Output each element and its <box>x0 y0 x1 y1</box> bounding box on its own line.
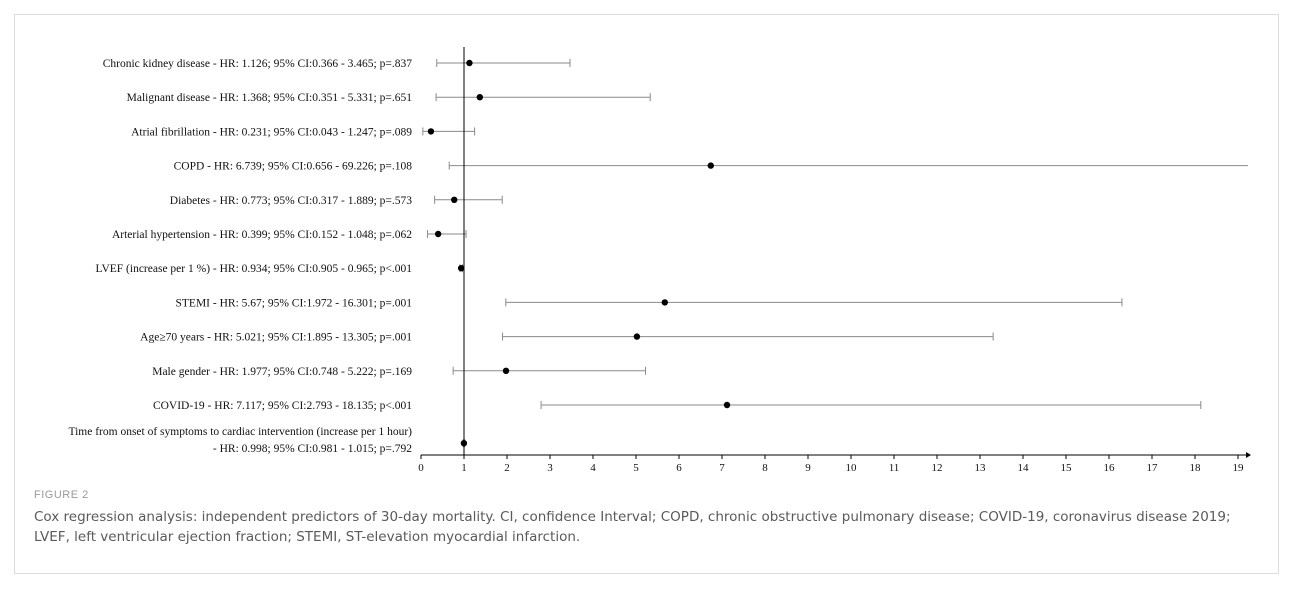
hr-point <box>466 59 473 67</box>
row-label: Diabetes - HR: 0.773; 95% CI:0.317 - 1.8… <box>170 195 412 207</box>
x-tick-label: 6 <box>676 462 682 474</box>
x-tick-label: 14 <box>1018 462 1030 474</box>
figure-frame <box>14 14 1279 574</box>
forest-row: Age≥70 years - HR: 5.021; 95% CI:1.895 -… <box>140 332 994 344</box>
forest-row: COPD - HR: 6.739; 95% CI:0.656 - 69.226;… <box>174 161 1248 173</box>
row-label: Age≥70 years - HR: 5.021; 95% CI:1.895 -… <box>140 332 412 344</box>
x-tick-label: 1 <box>461 462 467 474</box>
forest-rows: Chronic kidney disease - HR: 1.126; 95% … <box>68 58 1248 455</box>
x-tick-label: 7 <box>719 462 725 474</box>
forest-row: COVID-19 - HR: 7.117; 95% CI:2.793 - 18.… <box>153 400 1202 412</box>
forest-row: LVEF (increase per 1 %) - HR: 0.934; 95%… <box>95 263 465 275</box>
x-tick-label: 5 <box>633 462 639 474</box>
hr-point <box>434 230 442 238</box>
caption-area: FIGURE 2 Cox regression analysis: indepe… <box>34 489 1264 547</box>
row-label: STEMI - HR: 5.67; 95% CI:1.972 - 16.301;… <box>176 297 413 309</box>
forest-row: Male gender - HR: 1.977; 95% CI:0.748 - … <box>152 366 647 378</box>
x-tick-label: 3 <box>547 462 553 474</box>
forest-row: Malignant disease - HR: 1.368; 95% CI:0.… <box>127 92 651 104</box>
forest-row: Chronic kidney disease - HR: 1.126; 95% … <box>103 58 571 70</box>
x-tick-label: 18 <box>1190 462 1202 474</box>
row-label: Malignant disease - HR: 1.368; 95% CI:0.… <box>127 92 413 104</box>
x-tick-label: 4 <box>590 462 596 474</box>
hr-point <box>707 162 714 169</box>
x-tick-label: 2 <box>504 462 510 474</box>
forest-row: Diabetes - HR: 0.773; 95% CI:0.317 - 1.8… <box>170 195 503 207</box>
x-tick-label: 13 <box>975 462 987 474</box>
row-label: COVID-19 - HR: 7.117; 95% CI:2.793 - 18.… <box>153 400 412 412</box>
row-label: Arterial hypertension - HR: 0.399; 95% C… <box>112 229 412 241</box>
hr-point <box>661 299 669 306</box>
row-label: COPD - HR: 6.739; 95% CI:0.656 - 69.226;… <box>174 161 413 173</box>
x-tick-label: 15 <box>1061 462 1073 474</box>
row-label: LVEF (increase per 1 %) - HR: 0.934; 95%… <box>95 263 412 275</box>
row-label: - HR: 0.998; 95% CI:0.981 - 1.015; p=.79… <box>213 443 412 455</box>
hr-point <box>451 196 458 203</box>
forest-row: Time from onset of symptoms to cardiac i… <box>68 426 468 455</box>
figure-caption: Cox regression analysis: independent pre… <box>34 509 1231 545</box>
x-tick-label: 10 <box>846 462 858 474</box>
hr-point <box>427 128 435 135</box>
row-label: Male gender - HR: 1.977; 95% CI:0.748 - … <box>152 366 412 378</box>
row-label: Chronic kidney disease - HR: 1.126; 95% … <box>103 58 413 70</box>
x-tick-label: 11 <box>889 462 900 474</box>
x-tick-label: 17 <box>1147 462 1159 474</box>
forest-plot: Chronic kidney disease - HR: 1.126; 95% … <box>68 47 1251 474</box>
x-axis-arrow <box>1246 452 1251 458</box>
hr-point <box>633 333 641 340</box>
hr-point <box>457 265 465 272</box>
figure-label: FIGURE 2 <box>34 489 89 501</box>
x-axis: 0 1 2 3 4 5 6 7 8 9 10 11 12 13 14 15 16 17 18 19 <box>418 47 1251 474</box>
forest-row: Arterial hypertension - HR: 0.399; 95% C… <box>112 229 467 241</box>
forest-row: STEMI - HR: 5.67; 95% CI:1.972 - 16.301;… <box>176 297 1123 309</box>
x-tick-label: 8 <box>762 462 768 474</box>
x-tick-label: 12 <box>932 462 943 474</box>
hr-point <box>502 367 510 374</box>
hr-point <box>723 401 731 409</box>
x-tick-label: 9 <box>805 462 811 474</box>
forest-row: Atrial fibrillation - HR: 0.231; 95% CI:… <box>131 126 476 138</box>
row-label: Time from onset of symptoms to cardiac i… <box>68 426 412 438</box>
x-tick-label: 16 <box>1104 462 1116 474</box>
hr-point <box>476 94 484 101</box>
row-label: Atrial fibrillation - HR: 0.231; 95% CI:… <box>131 126 412 138</box>
x-tick-label: 19 <box>1233 462 1245 474</box>
x-tick-label: 0 <box>418 462 424 474</box>
